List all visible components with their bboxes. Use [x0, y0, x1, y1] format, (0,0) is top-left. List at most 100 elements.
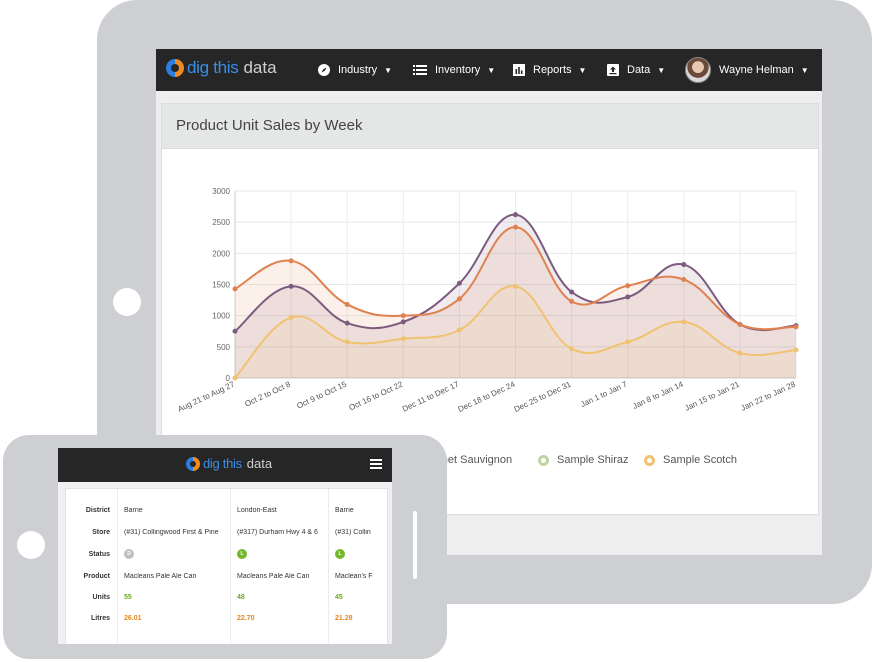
data-point	[232, 286, 238, 292]
data-point	[513, 224, 518, 230]
legend-label: Sample Scotch	[663, 454, 737, 466]
phone-home-button	[17, 531, 45, 559]
brand-logo[interactable]: dig this data	[166, 58, 277, 78]
y-tick-label: 3000	[212, 187, 230, 196]
data-point	[288, 315, 294, 321]
data-point	[288, 258, 294, 264]
cell-litres: 21.28	[335, 615, 353, 622]
cell-status: L	[237, 549, 327, 559]
chevron-down-icon: ▼	[578, 65, 587, 75]
cell-status: D	[124, 549, 228, 559]
data-point	[456, 296, 462, 302]
data-point	[232, 375, 238, 381]
data-point	[681, 319, 687, 325]
label-district: District	[85, 507, 110, 514]
bar-chart-icon	[513, 64, 525, 76]
card-header: Product Unit Sales by Week	[162, 104, 818, 149]
nav-data-label: Data	[627, 64, 651, 76]
column-divider	[117, 489, 118, 644]
y-tick-label: 2000	[212, 249, 230, 258]
x-tick-label: Jan 22 to Jan 28	[739, 379, 797, 412]
y-tick-label: 2500	[212, 218, 230, 227]
compass-icon	[318, 64, 330, 76]
brand-dig: dig this	[187, 58, 239, 77]
label-units: Units	[92, 594, 111, 601]
cell-district: Barrie	[335, 507, 354, 514]
nav-reports[interactable]: Reports ▼	[513, 49, 586, 91]
legend-item[interactable]: ernet Sauvignon	[432, 454, 512, 466]
data-point	[793, 347, 799, 353]
cell-units: 48	[237, 594, 245, 601]
chevron-down-icon: ▼	[657, 65, 666, 75]
cell-store: (#31) Collingwood First & Pine	[124, 529, 219, 536]
nav-inventory-label: Inventory	[435, 64, 481, 76]
chevron-down-icon: ▼	[487, 65, 496, 75]
card-title: Product Unit Sales by Week	[176, 117, 363, 134]
chevron-down-icon: ▼	[384, 65, 393, 75]
cell-litres: 22.70	[237, 615, 255, 622]
y-tick-label: 500	[217, 343, 231, 352]
data-point	[344, 339, 350, 345]
legend-label: ernet Sauvignon	[432, 454, 513, 466]
nav-industry-label: Industry	[338, 64, 378, 76]
nav-reports-label: Reports	[533, 64, 572, 76]
legend-swatch	[538, 454, 549, 466]
series-area-0	[235, 214, 796, 378]
nav-inventory[interactable]: Inventory ▼	[413, 49, 495, 91]
data-point	[400, 336, 406, 342]
upload-icon	[607, 64, 619, 76]
data-point	[344, 320, 350, 326]
data-point	[681, 262, 687, 268]
data-point	[681, 277, 687, 283]
status-badge: L	[335, 549, 345, 559]
nav-industry[interactable]: Industry ▼	[318, 49, 392, 91]
cell-district: London-East	[237, 507, 277, 514]
label-store: Store	[92, 529, 110, 536]
brand-data: data	[246, 456, 273, 471]
tablet-home-button	[113, 288, 141, 316]
cell-units: 45	[335, 594, 343, 601]
cell-litres: 26.01	[124, 615, 142, 622]
y-tick-label: 1500	[212, 281, 230, 290]
cell-product: Maclean's F	[335, 573, 373, 580]
column-divider	[328, 489, 329, 644]
x-tick-label: Dec 11 to Dec 17	[401, 379, 461, 413]
avatar	[685, 57, 711, 83]
data-point	[344, 301, 350, 307]
data-point	[456, 327, 462, 333]
brand-dig: dig this	[203, 456, 242, 471]
nav-data[interactable]: Data ▼	[607, 49, 665, 91]
data-point	[625, 294, 631, 300]
data-point	[456, 280, 462, 286]
cell-product: Macleans Pale Ale Can	[124, 573, 197, 580]
data-point	[793, 324, 799, 330]
legend-item[interactable]: Sample Shiraz	[538, 454, 629, 466]
x-tick-label: Oct 2 to Oct 8	[243, 379, 292, 408]
status-badge: D	[124, 549, 134, 559]
legend-item[interactable]: Sample Scotch	[644, 454, 737, 466]
phone-frame: dig this data District Store Status Prod…	[3, 435, 447, 659]
top-navbar: dig this data Industry ▼ Inventory ▼ Rep…	[156, 49, 822, 91]
data-point	[232, 328, 238, 334]
hamburger-menu-icon[interactable]	[370, 459, 382, 469]
phone-brand-logo[interactable]: dig this data	[186, 456, 272, 471]
cell-product: Macleans Pale Ale Can	[237, 573, 310, 580]
legend-swatch	[644, 454, 655, 466]
x-tick-label: Jan 1 to Jan 7	[579, 379, 629, 409]
logo-icon	[166, 59, 184, 77]
data-point	[625, 339, 631, 345]
x-tick-label: Oct 9 to Oct 15	[295, 379, 348, 410]
y-tick-label: 0	[226, 374, 231, 383]
series-area-2	[235, 286, 796, 378]
data-point	[400, 313, 406, 319]
data-point	[513, 283, 518, 289]
status-badge: L	[237, 549, 247, 559]
phone-navbar: dig this data	[58, 448, 392, 482]
cell-status: L	[335, 549, 383, 559]
store-table: District Store Status Product Units Litr…	[65, 488, 388, 644]
list-icon	[413, 65, 427, 75]
sales-line-chart: 0 500 1000 1500 2000 2500 3000 Aug 21 to Aug 27…	[176, 187, 799, 414]
data-point	[288, 283, 294, 289]
user-menu[interactable]: Wayne Helman ▼	[685, 49, 809, 91]
legend-label: Sample Shiraz	[557, 454, 629, 466]
